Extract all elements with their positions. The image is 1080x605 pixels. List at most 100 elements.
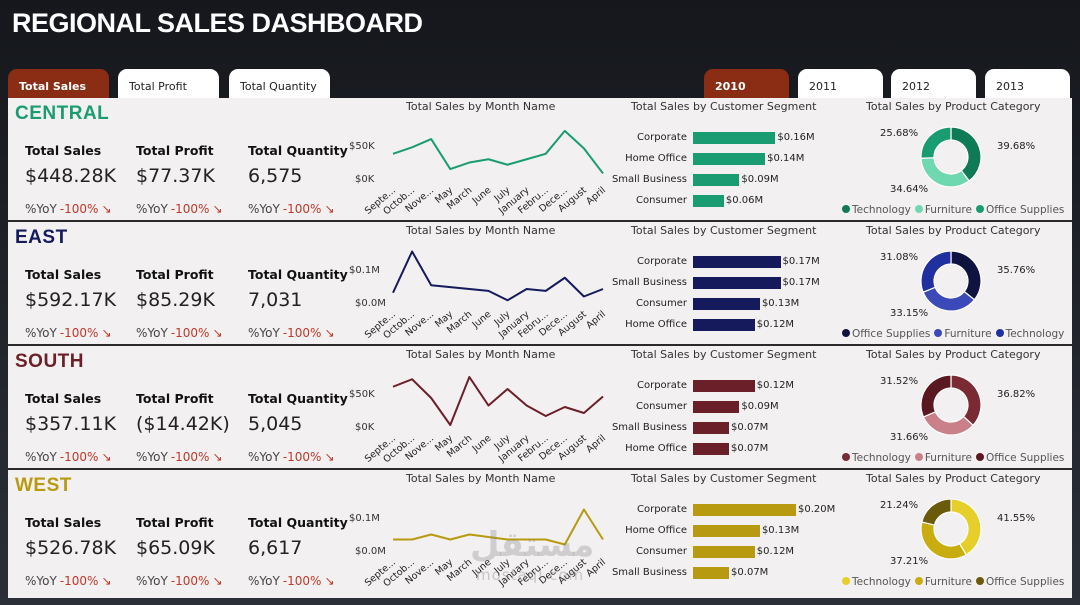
donut-slice[interactable] — [950, 374, 982, 427]
segment-bar[interactable] — [693, 504, 796, 516]
donut-pct-label: 34.64% — [890, 184, 929, 195]
segment-bar[interactable] — [693, 422, 730, 434]
segment-label: Consumer — [636, 298, 687, 309]
segment-value: $0.12M — [756, 380, 795, 391]
segment-bar[interactable] — [693, 567, 730, 579]
line-series — [393, 508, 604, 546]
segment-bar[interactable] — [693, 256, 781, 268]
segment-bar[interactable] — [693, 380, 755, 392]
donut-slice[interactable] — [920, 521, 968, 560]
segment-bar[interactable] — [693, 401, 740, 413]
donut-legend: Technology Furniture Office Supplies — [842, 452, 1068, 464]
kpi-yoy-quantity: %YoY -100% ↘ — [248, 574, 335, 588]
segment-bar[interactable] — [693, 153, 766, 165]
donut-slice[interactable] — [920, 250, 952, 293]
donut-slice[interactable] — [920, 126, 952, 159]
tab-year-2011[interactable]: 2011 — [798, 69, 883, 101]
watermark-latin: mostaql.com — [476, 566, 585, 584]
legend-label: Technology — [852, 204, 911, 216]
yoy-value: -100% — [170, 326, 210, 340]
kpi-value-profit: $85.29K — [136, 289, 215, 311]
segment-bar[interactable] — [693, 195, 724, 207]
yoy-prefix: %YoY — [136, 326, 168, 340]
legend-item[interactable]: Technology — [995, 328, 1064, 340]
donut-pct-label: 31.08% — [880, 252, 919, 263]
legend-item[interactable]: Furniture — [934, 328, 992, 340]
segment-bar[interactable] — [693, 298, 760, 310]
trend-down-icon: ↘ — [101, 202, 112, 216]
kpi-yoy-quantity: %YoY -100% ↘ — [248, 450, 335, 464]
legend-item[interactable]: Furniture — [914, 576, 972, 588]
segment-value: $0.14M — [767, 153, 805, 164]
legend-label: Furniture — [924, 576, 972, 588]
month-tick-label: June — [470, 309, 494, 331]
kpi-label-profit: Total Profit — [136, 267, 214, 282]
segment-bar[interactable] — [693, 277, 781, 289]
tab-year-2010[interactable]: 2010 — [704, 69, 789, 101]
segment-bar[interactable] — [693, 319, 755, 331]
segment-label: Home Office — [625, 153, 687, 164]
donut-slice[interactable] — [920, 374, 952, 418]
legend-item[interactable]: Technology — [842, 576, 911, 588]
segment-value: $0.07M — [731, 567, 769, 578]
donut-slice[interactable] — [950, 498, 982, 556]
donut-slice[interactable] — [921, 498, 952, 526]
segment-value: $0.17M — [782, 277, 820, 288]
tab-total-quantity[interactable]: Total Quantity — [229, 69, 330, 101]
kpi-label-profit: Total Profit — [136, 143, 214, 158]
donut-chart-title: Total Sales by Product Category — [866, 224, 1041, 237]
yoy-prefix: %YoY — [136, 574, 168, 588]
bar-chart-title: Total Sales by Customer Segment — [631, 348, 817, 361]
segment-value: $0.09M — [741, 401, 779, 412]
trend-down-icon: ↘ — [324, 574, 335, 588]
segment-label: Corporate — [637, 504, 687, 515]
yoy-prefix: %YoY — [248, 202, 280, 216]
tab-year-2013[interactable]: 2013 — [985, 69, 1070, 101]
donut-legend: Technology Furniture Office Supplies — [842, 204, 1068, 216]
tab-total-sales[interactable]: Total Sales — [8, 69, 109, 101]
segment-bar[interactable] — [693, 525, 760, 537]
donut-chart-title: Total Sales by Product Category — [866, 472, 1041, 485]
tab-total-profit[interactable]: Total Profit — [118, 69, 219, 101]
legend-dot-icon — [842, 329, 850, 337]
yoy-prefix: %YoY — [136, 450, 168, 464]
yoy-value: -100% — [59, 574, 99, 588]
segment-bar[interactable] — [693, 443, 730, 455]
trend-down-icon: ↘ — [101, 574, 112, 588]
legend-item[interactable]: Technology — [842, 452, 911, 464]
legend-label: Technology — [852, 452, 911, 464]
line-ytick-top: $50K — [349, 141, 375, 152]
month-tick-label: April — [584, 433, 608, 455]
segment-value: $0.09M — [741, 174, 779, 185]
trend-down-icon: ↘ — [101, 450, 112, 464]
legend-item[interactable]: Office Supplies — [842, 328, 930, 340]
segment-bar[interactable] — [693, 174, 740, 186]
yoy-prefix: %YoY — [25, 574, 57, 588]
donut-slice[interactable] — [920, 157, 970, 188]
segment-value: $0.12M — [756, 546, 795, 557]
segment-bar[interactable] — [693, 546, 755, 558]
legend-item[interactable]: Office Supplies — [975, 452, 1064, 464]
donut-pct-label: 39.68% — [997, 141, 1036, 152]
legend-item[interactable]: Office Supplies — [975, 576, 1064, 588]
region-name: EAST — [15, 227, 68, 248]
line-series — [392, 376, 604, 426]
segment-label: Home Office — [625, 319, 687, 330]
legend-item[interactable]: Office Supplies — [975, 204, 1064, 216]
line-ytick-top: $0.1M — [349, 265, 380, 276]
tab-year-2012[interactable]: 2012 — [891, 69, 976, 101]
segment-bar[interactable] — [693, 132, 776, 144]
legend-item[interactable]: Technology — [842, 204, 911, 216]
kpi-label-profit: Total Profit — [136, 515, 214, 530]
donut-legend: Office Supplies Furniture Technology — [842, 328, 1068, 340]
yoy-value: -100% — [282, 326, 322, 340]
donut-slice[interactable] — [950, 126, 982, 182]
legend-item[interactable]: Furniture — [914, 204, 972, 216]
segment-value: $0.06M — [725, 195, 764, 206]
line-ytick-bottom: $0K — [355, 174, 375, 185]
yoy-prefix: %YoY — [248, 450, 280, 464]
legend-item[interactable]: Furniture — [914, 452, 972, 464]
donut-pct-label: 35.76% — [997, 265, 1036, 276]
region-row-south: SOUTH Total Sales $357.11K %YoY -100% ↘ Total … — [8, 344, 1072, 470]
line-ytick-bottom: $0.0M — [355, 546, 386, 557]
